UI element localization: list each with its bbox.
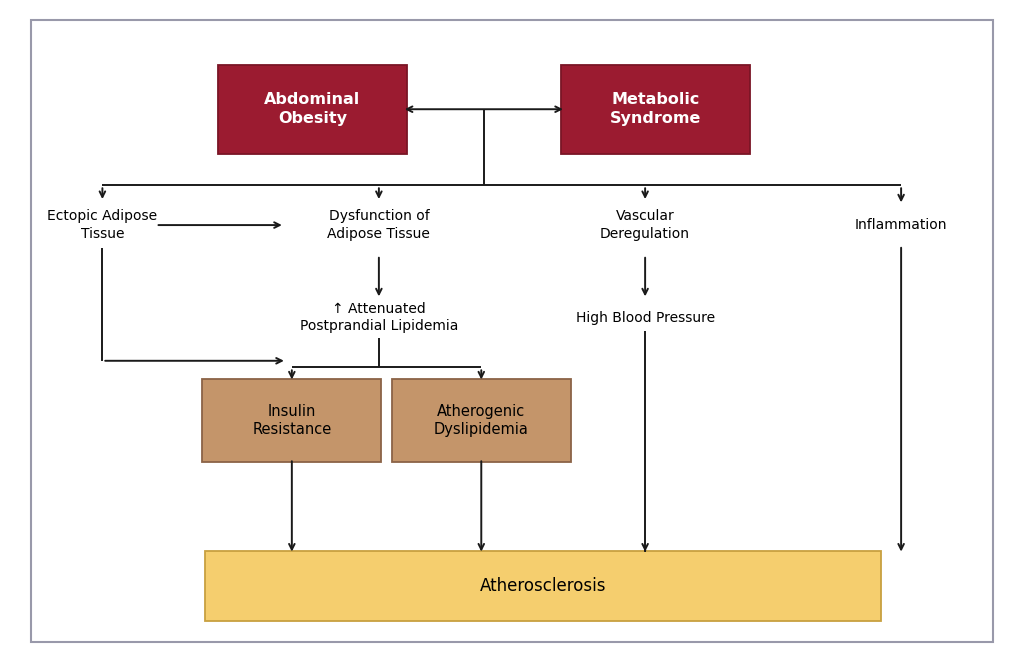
FancyBboxPatch shape (205, 551, 881, 621)
Text: ↑ Attenuated
Postprandial Lipidemia: ↑ Attenuated Postprandial Lipidemia (300, 302, 458, 334)
FancyBboxPatch shape (202, 379, 381, 462)
Text: Dysfunction of
Adipose Tissue: Dysfunction of Adipose Tissue (328, 209, 430, 241)
FancyBboxPatch shape (391, 379, 571, 462)
Text: Ectopic Adipose
Tissue: Ectopic Adipose Tissue (47, 209, 158, 241)
FancyBboxPatch shape (561, 65, 750, 154)
FancyBboxPatch shape (217, 65, 407, 154)
Text: Vascular
Deregulation: Vascular Deregulation (600, 209, 690, 241)
Text: Atherosclerosis: Atherosclerosis (479, 577, 606, 595)
Text: High Blood Pressure: High Blood Pressure (575, 310, 715, 325)
Text: Inflammation: Inflammation (855, 218, 947, 232)
Text: Insulin
Resistance: Insulin Resistance (252, 404, 332, 437)
Text: Atherogenic
Dyslipidemia: Atherogenic Dyslipidemia (434, 404, 528, 437)
Text: Abdominal
Obesity: Abdominal Obesity (264, 93, 360, 126)
Text: Metabolic
Syndrome: Metabolic Syndrome (609, 93, 701, 126)
